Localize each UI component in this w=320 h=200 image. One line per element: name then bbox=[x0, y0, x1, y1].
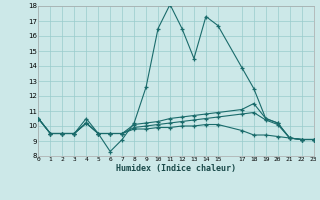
X-axis label: Humidex (Indice chaleur): Humidex (Indice chaleur) bbox=[116, 164, 236, 173]
